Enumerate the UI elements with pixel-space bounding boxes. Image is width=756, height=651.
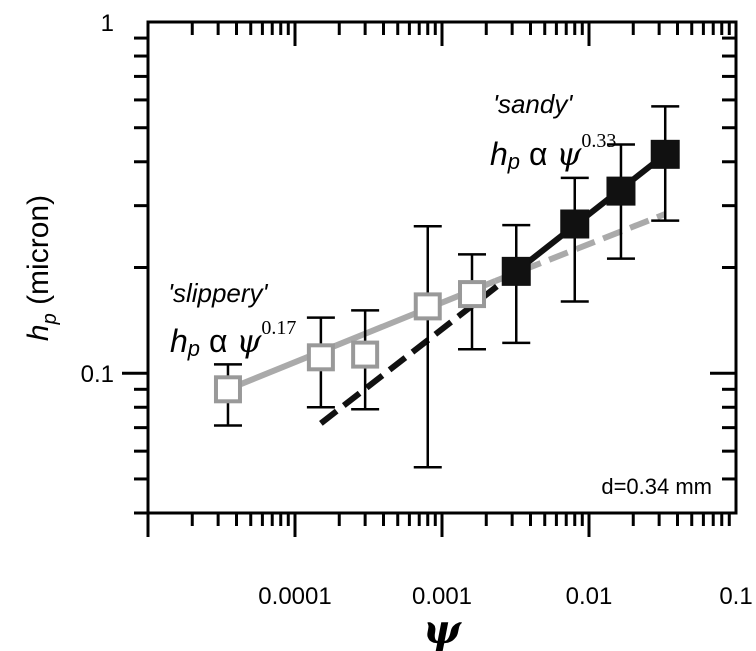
data-point-slippery xyxy=(213,375,242,404)
fit-line-solid xyxy=(226,278,497,393)
annotation-slippery: 'slippery' xyxy=(168,278,269,308)
data-point-slippery xyxy=(351,340,380,369)
annotation-diameter: d=0.34 mm xyxy=(601,474,712,499)
data-point-slippery xyxy=(458,280,487,309)
data-point-slippery xyxy=(413,292,442,321)
relation-sandy: hp α ψ0.33 xyxy=(490,130,616,174)
y-axis-label: hp (micron) xyxy=(22,195,61,341)
x-tick-label: 0.0001 xyxy=(258,583,331,610)
data-point-sandy xyxy=(560,209,590,239)
y-tick-label: 0.1 xyxy=(81,361,114,388)
annotation-sandy: 'sandy' xyxy=(493,89,573,119)
data-point-sandy xyxy=(650,139,680,169)
fit-lines xyxy=(226,151,668,426)
x-tick-label: 0.1 xyxy=(719,583,752,610)
error-bars xyxy=(213,105,680,469)
data-markers xyxy=(213,139,680,404)
plot-frame xyxy=(146,20,738,515)
axis-ticks xyxy=(122,22,736,537)
x-axis-label: ψ xyxy=(423,606,462,651)
x-tick-label: 0.01 xyxy=(566,583,613,610)
data-point-sandy xyxy=(501,256,531,286)
data-point-slippery xyxy=(306,343,335,372)
y-tick-label: 1 xyxy=(101,10,114,37)
x-tick-label: 0.001 xyxy=(412,583,472,610)
fit-line-solid xyxy=(514,151,668,274)
y-tick-labels: 0.11 xyxy=(81,10,114,388)
x-tick-labels: 0.0001 0.001 0.01 0.1 xyxy=(258,583,752,610)
relation-slippery: hp α ψ0.17 xyxy=(170,317,296,361)
data-point-sandy xyxy=(606,176,636,206)
